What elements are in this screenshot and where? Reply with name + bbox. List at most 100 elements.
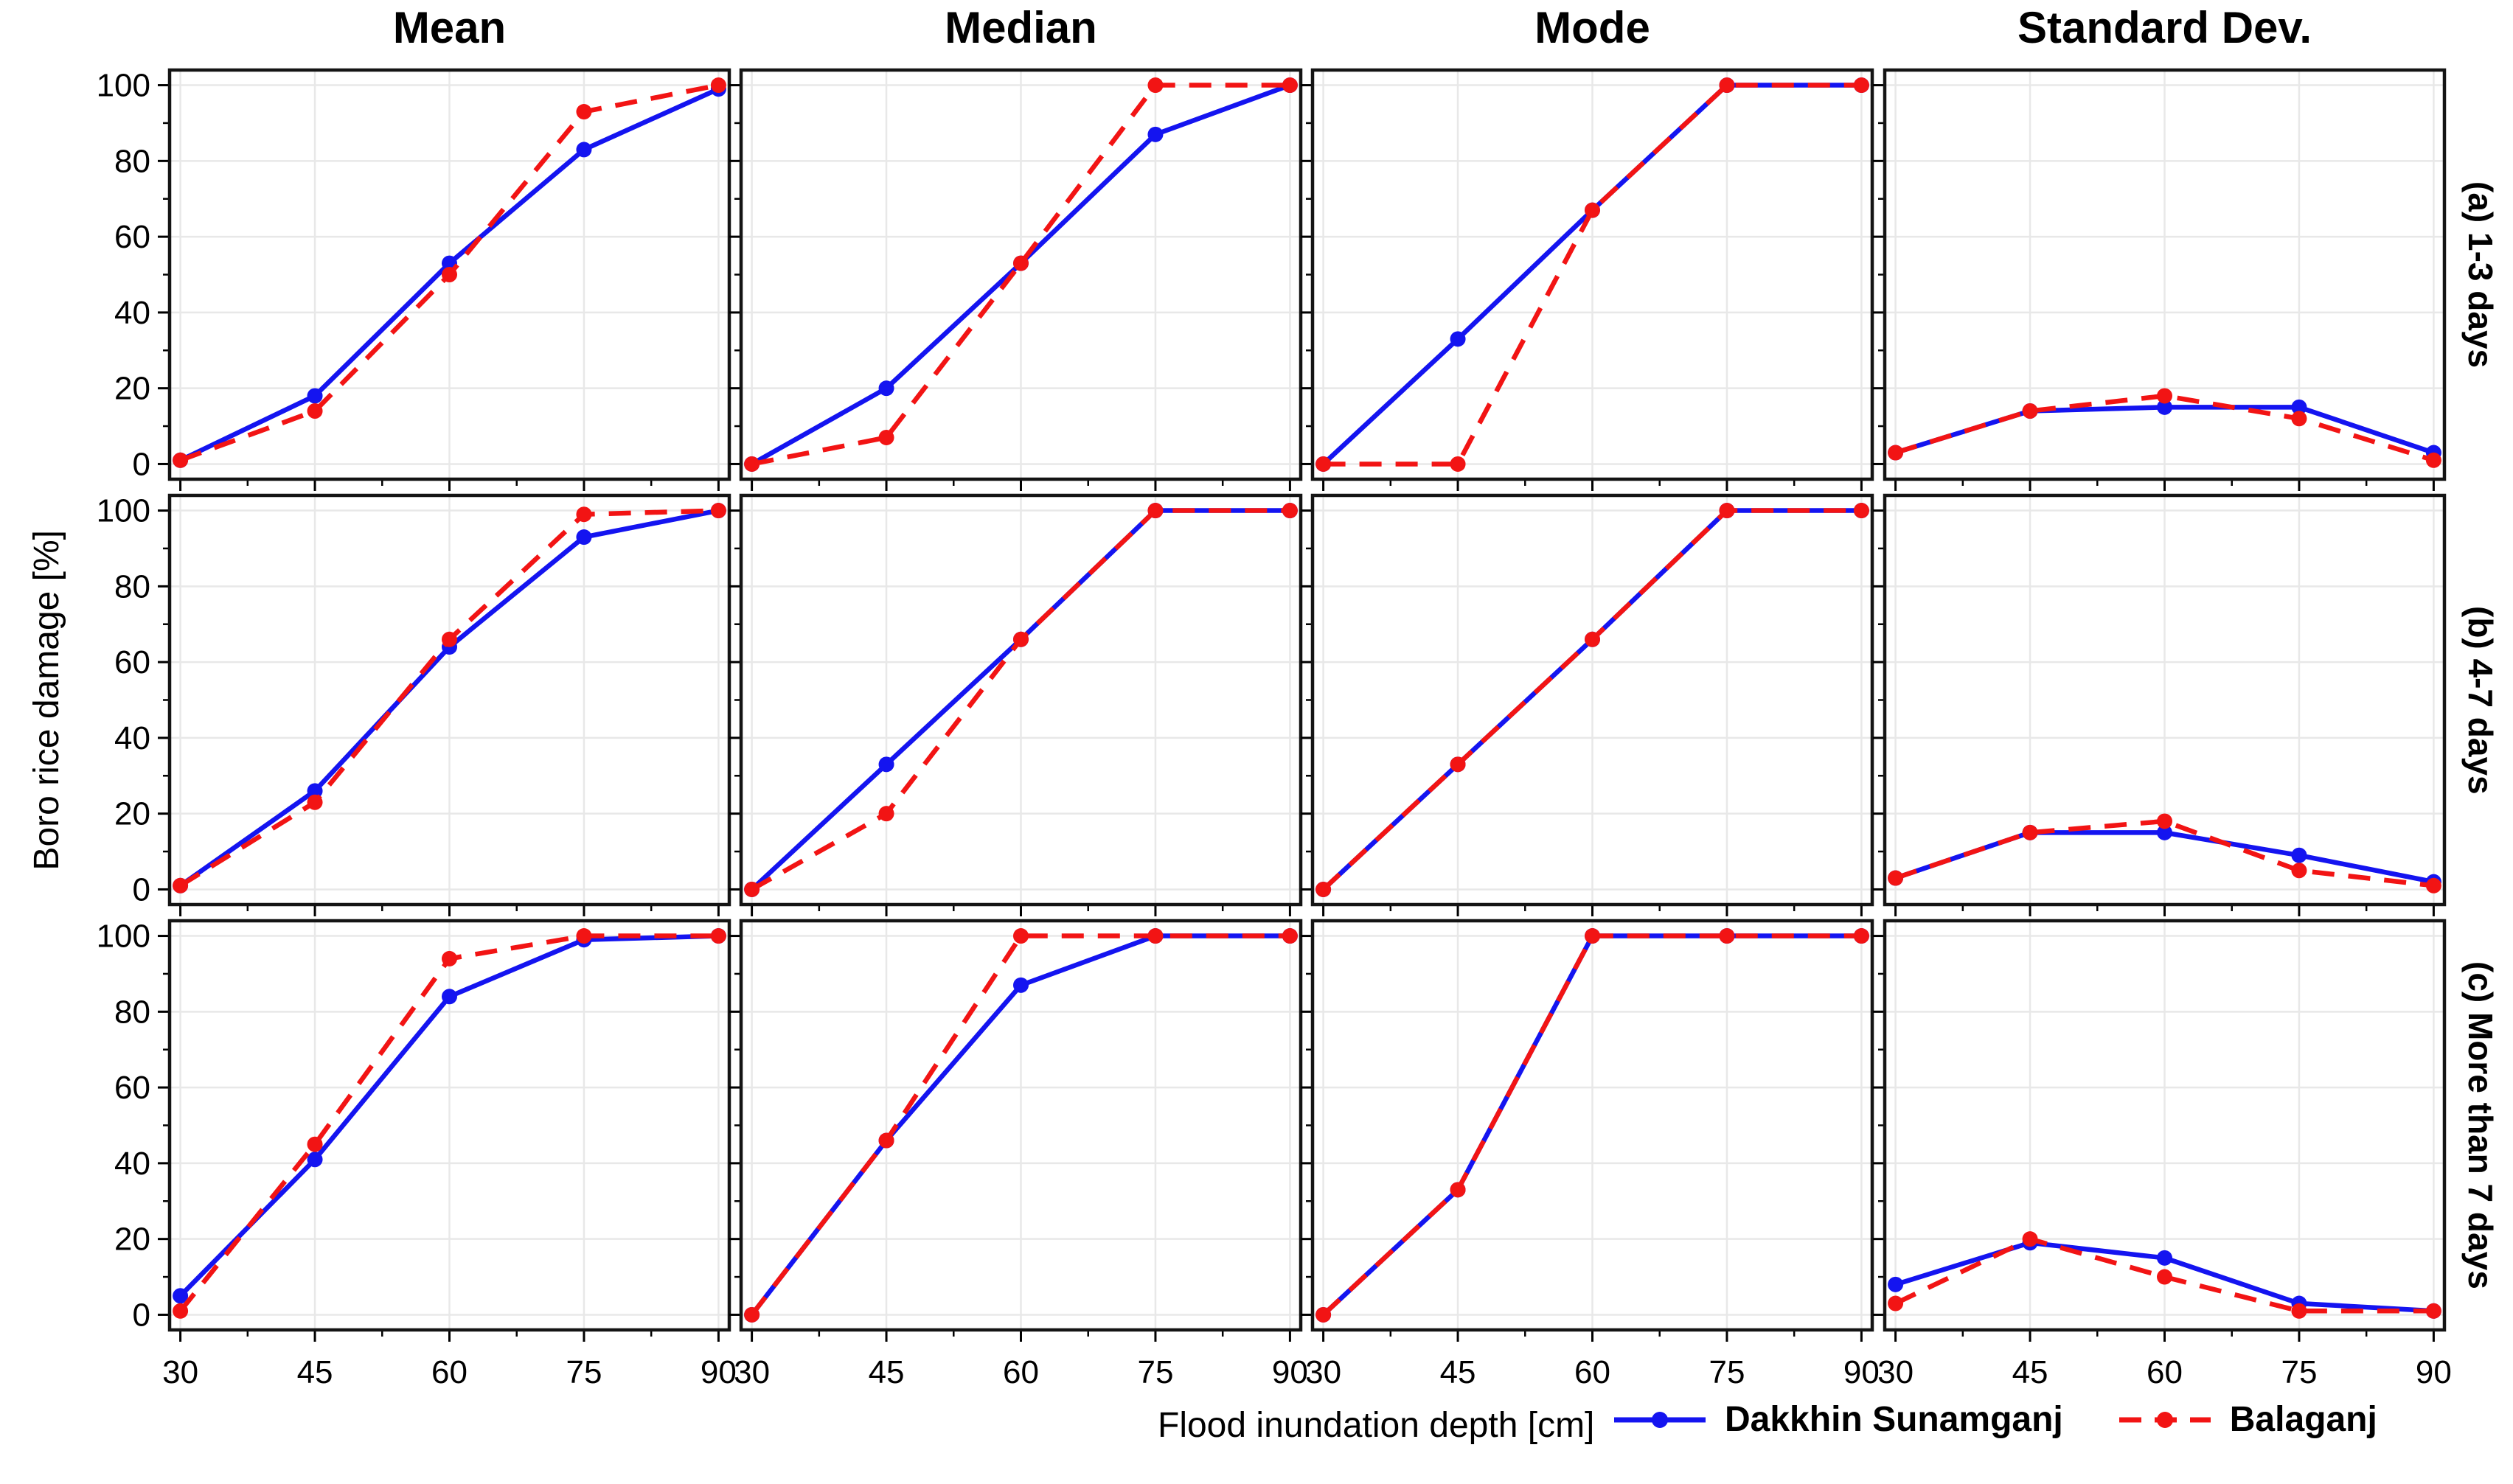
series-dakkhin-sunamganj-marker <box>2291 847 2307 863</box>
legend-entry-balaganj: Balaganj <box>2116 1399 2377 1440</box>
x-tick-label: 45 <box>297 1354 333 1390</box>
x-tick-label: 90 <box>1272 1354 1308 1390</box>
series-dakkhin-sunamganj-marker <box>2157 1250 2172 1266</box>
column-title-median: Median <box>945 3 1097 52</box>
series-dakkhin-sunamganj-marker <box>878 756 894 773</box>
series-balaganj-marker <box>2425 877 2441 893</box>
series-dakkhin-sunamganj-marker <box>1450 331 1466 347</box>
series-balaganj-marker <box>1585 631 1600 647</box>
series-balaganj-marker <box>2022 824 2038 840</box>
series-balaganj-marker <box>744 881 760 897</box>
series-balaganj-marker <box>2022 1231 2038 1247</box>
x-tick-label: 60 <box>1574 1354 1610 1390</box>
series-balaganj-marker <box>2425 452 2441 468</box>
series-balaganj-marker <box>576 104 592 120</box>
y-tick-label: 60 <box>114 219 150 255</box>
y-tick-label: 100 <box>97 68 150 104</box>
x-tick-label: 30 <box>162 1354 198 1390</box>
series-dakkhin-sunamganj-marker <box>878 380 894 397</box>
legend-label-balaganj: Balaganj <box>2229 1400 2377 1439</box>
legend-label-dakkhin-sunamganj: Dakkhin Sunamganj <box>1725 1400 2063 1439</box>
series-balaganj-marker <box>1147 77 1164 94</box>
y-tick-label: 0 <box>133 871 150 908</box>
y-tick-label: 80 <box>114 143 150 179</box>
row-label-more-than-7-days: (c) More than 7 days <box>2461 961 2500 1289</box>
series-balaganj-line <box>1894 1236 2434 1314</box>
y-tick-label: 80 <box>114 994 150 1030</box>
subplot-1-3 <box>1873 493 2447 916</box>
series-balaganj-marker <box>1013 631 1029 647</box>
series-balaganj-marker <box>2022 403 2038 419</box>
series-balaganj-marker <box>1013 928 1029 944</box>
series-balaganj-line <box>751 83 1290 467</box>
series-balaganj-line <box>1323 83 1862 467</box>
series-dakkhin-sunamganj-marker <box>1013 977 1029 993</box>
series-balaganj-marker <box>1888 1295 1904 1311</box>
subplot-0-2 <box>1301 68 1874 491</box>
x-tick-label: 75 <box>1709 1354 1745 1390</box>
y-tick-label: 60 <box>114 644 150 680</box>
x-axis-label: Flood inundation depth [cm] <box>1158 1406 1595 1445</box>
series-balaganj-marker <box>2157 1269 2172 1285</box>
series-balaganj-marker <box>1315 1306 1332 1323</box>
legend-dashed-line-icon <box>2119 1411 2211 1428</box>
series-balaganj-marker <box>1719 928 1735 944</box>
x-tick-label: 30 <box>1877 1354 1914 1390</box>
series-balaganj-marker <box>1147 928 1164 944</box>
subplot-1-1 <box>729 493 1303 916</box>
series-balaganj-marker <box>1719 77 1735 94</box>
series-balaganj-marker <box>173 1303 189 1319</box>
series-balaganj-marker <box>1147 503 1164 519</box>
series-balaganj-marker <box>744 1306 760 1323</box>
series-balaganj-marker <box>1013 255 1029 271</box>
series-balaganj-marker <box>2291 863 2307 879</box>
subplot-2-1: 30 45 60 75 90 <box>729 919 1308 1390</box>
x-tick-label: 60 <box>1003 1354 1039 1390</box>
x-tick-label: 30 <box>1305 1354 1341 1390</box>
y-tick-label: 40 <box>114 295 150 331</box>
row-label-4-7-days: (b) 4-7 days <box>2461 605 2500 795</box>
column-title-mean: Mean <box>392 3 507 52</box>
series-balaganj-marker <box>1888 445 1904 461</box>
series-balaganj-marker <box>710 503 726 519</box>
series-balaganj-marker <box>744 456 760 472</box>
series-balaganj-marker <box>442 267 457 282</box>
y-tick-label: 20 <box>114 796 150 832</box>
y-tick-label: 40 <box>114 720 150 756</box>
series-balaganj-marker <box>2157 388 2172 404</box>
series-balaganj-marker <box>442 950 457 966</box>
series-balaganj-marker <box>1282 503 1298 519</box>
series-balaganj-marker <box>576 506 592 523</box>
series-balaganj-marker <box>1450 456 1466 472</box>
series-balaganj-marker <box>710 928 726 944</box>
series-balaganj-line <box>750 933 1290 1317</box>
x-tick-label: 60 <box>2147 1354 2183 1390</box>
series-dakkhin-sunamganj-marker <box>307 388 323 404</box>
subplot-1-2 <box>1301 493 1874 916</box>
series-dakkhin-sunamganj-marker <box>2291 399 2307 415</box>
subplot-2-2: 30 45 60 75 90 <box>1301 919 1880 1390</box>
y-tick-label: 0 <box>133 1297 150 1333</box>
y-tick-label: 60 <box>114 1070 150 1106</box>
subplot-0-3 <box>1873 68 2447 491</box>
legend: Dakkhin Sunamganj Balaganj <box>1611 1399 2377 1440</box>
subplot-2-0: 30 45 60 75 90 0 20 40 60 80 100 <box>97 919 737 1390</box>
legend-entry-dakkhin-sunamganj: Dakkhin Sunamganj <box>1611 1399 2063 1440</box>
series-dakkhin-sunamganj-marker <box>307 1152 323 1168</box>
series-balaganj-marker <box>878 429 894 445</box>
series-balaganj-marker <box>173 452 189 468</box>
series-balaganj-marker <box>576 928 592 944</box>
y-tick-label: 80 <box>114 568 150 605</box>
series-balaganj-marker <box>878 806 894 822</box>
series-balaganj-marker <box>1450 1182 1466 1198</box>
series-balaganj-marker <box>2291 411 2307 427</box>
x-tick-label: 90 <box>2416 1354 2452 1390</box>
legend-solid-line-icon <box>1614 1411 1706 1428</box>
y-tick-label: 20 <box>114 1222 150 1258</box>
y-tick-label: 20 <box>114 371 150 407</box>
series-balaganj-marker <box>1853 77 1869 94</box>
series-balaganj-marker <box>1719 503 1735 519</box>
x-tick-label: 45 <box>869 1354 905 1390</box>
